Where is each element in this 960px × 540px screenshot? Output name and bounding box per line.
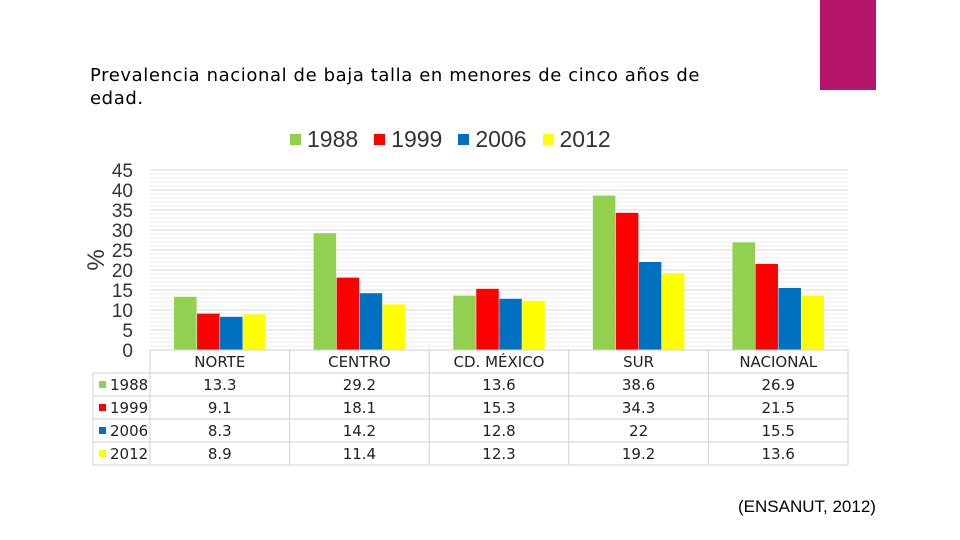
source-citation: (ENSANUT, 2012): [738, 497, 876, 516]
y-tick-label: 40: [112, 181, 133, 202]
bar-2012-1: [382, 304, 406, 350]
data-label: 8.9: [208, 445, 232, 463]
table-series-name: 1988: [110, 376, 148, 394]
bar-1988-0: [174, 296, 197, 350]
data-label: 14.2: [343, 422, 376, 440]
bar-1999-3: [615, 212, 639, 350]
legend-item-2006: 2006: [458, 126, 527, 153]
data-label: 12.8: [482, 422, 515, 440]
category-label: NORTE: [194, 353, 245, 371]
data-label: 15.3: [482, 399, 515, 417]
data-label: 13.6: [761, 445, 794, 463]
category-label: CENTRO: [328, 353, 391, 371]
y-tick-label: 20: [112, 261, 133, 282]
bar-1999-0: [197, 313, 220, 350]
legend-label: 2006: [475, 126, 527, 152]
y-tick-label: 30: [112, 221, 133, 242]
legend-swatch: [458, 134, 470, 145]
data-label: 15.5: [761, 422, 794, 440]
bar-2006-1: [359, 293, 383, 350]
accent-bar: [820, 0, 876, 90]
bar-2012-0: [243, 314, 266, 350]
legend-swatch: [542, 134, 554, 145]
bar-2006-3: [638, 262, 662, 350]
category-label: NACIONAL: [739, 353, 817, 371]
data-label: 38.6: [622, 376, 655, 394]
table-series-name: 2012: [110, 445, 148, 463]
chart-legend: 1988 1999 2006 2012: [290, 126, 627, 153]
y-tick-label: 0: [122, 341, 133, 362]
data-label: 22: [629, 422, 648, 440]
category-label: SUR: [623, 353, 654, 371]
table-series-swatch: [99, 381, 106, 388]
bar-2012-2: [522, 300, 545, 350]
bar-1988-1: [313, 233, 337, 350]
data-label: 11.4: [343, 445, 376, 463]
data-label: 34.3: [622, 399, 655, 417]
data-label: 8.3: [208, 422, 232, 440]
bar-2012-4: [801, 295, 824, 350]
data-label: 13.3: [203, 376, 236, 394]
data-label: 19.2: [622, 445, 655, 463]
data-label: 9.1: [208, 399, 232, 417]
bar-1999-4: [755, 264, 778, 350]
legend-label: 1988: [307, 126, 359, 152]
y-tick-label: 25: [112, 241, 133, 262]
legend-item-1999: 1999: [374, 126, 442, 153]
bar-1999-2: [476, 288, 499, 350]
bar-1988-4: [732, 242, 755, 350]
y-tick-label: 35: [112, 201, 133, 222]
data-label: 13.6: [482, 376, 515, 394]
table-series-name: 1999: [110, 399, 148, 417]
y-tick-label: 10: [112, 301, 133, 322]
data-label: 12.3: [482, 445, 515, 463]
y-tick-label: 15: [112, 281, 133, 302]
bar-1988-2: [453, 295, 476, 350]
legend-label: 1999: [391, 126, 443, 152]
bar-2006-2: [499, 298, 522, 350]
data-label: 29.2: [343, 376, 376, 394]
category-label: CD. MÉXICO: [454, 352, 545, 371]
y-axis-label: %: [83, 249, 110, 270]
table-series-swatch: [99, 450, 106, 457]
bar-2006-4: [778, 288, 801, 350]
bar-2012-3: [661, 273, 685, 350]
legend-swatch: [374, 134, 386, 145]
data-label: 18.1: [343, 399, 376, 417]
table-series-name: 2006: [110, 422, 148, 440]
y-tick-label: 45: [112, 161, 133, 182]
legend-item-2012: 2012: [542, 126, 611, 153]
legend-label: 2012: [559, 126, 611, 152]
legend-item-1988: 1988: [290, 126, 358, 153]
bar-1999-1: [336, 277, 360, 350]
legend-swatch: [290, 134, 301, 145]
data-label: 26.9: [761, 376, 794, 394]
table-series-swatch: [99, 427, 106, 434]
data-label: 21.5: [761, 399, 794, 417]
y-tick-label: 5: [122, 321, 133, 342]
slide-title: Prevalencia nacional de baja talla en me…: [90, 65, 701, 109]
table-series-swatch: [99, 404, 106, 411]
bar-1988-3: [592, 195, 616, 350]
bar-2006-0: [220, 316, 243, 350]
